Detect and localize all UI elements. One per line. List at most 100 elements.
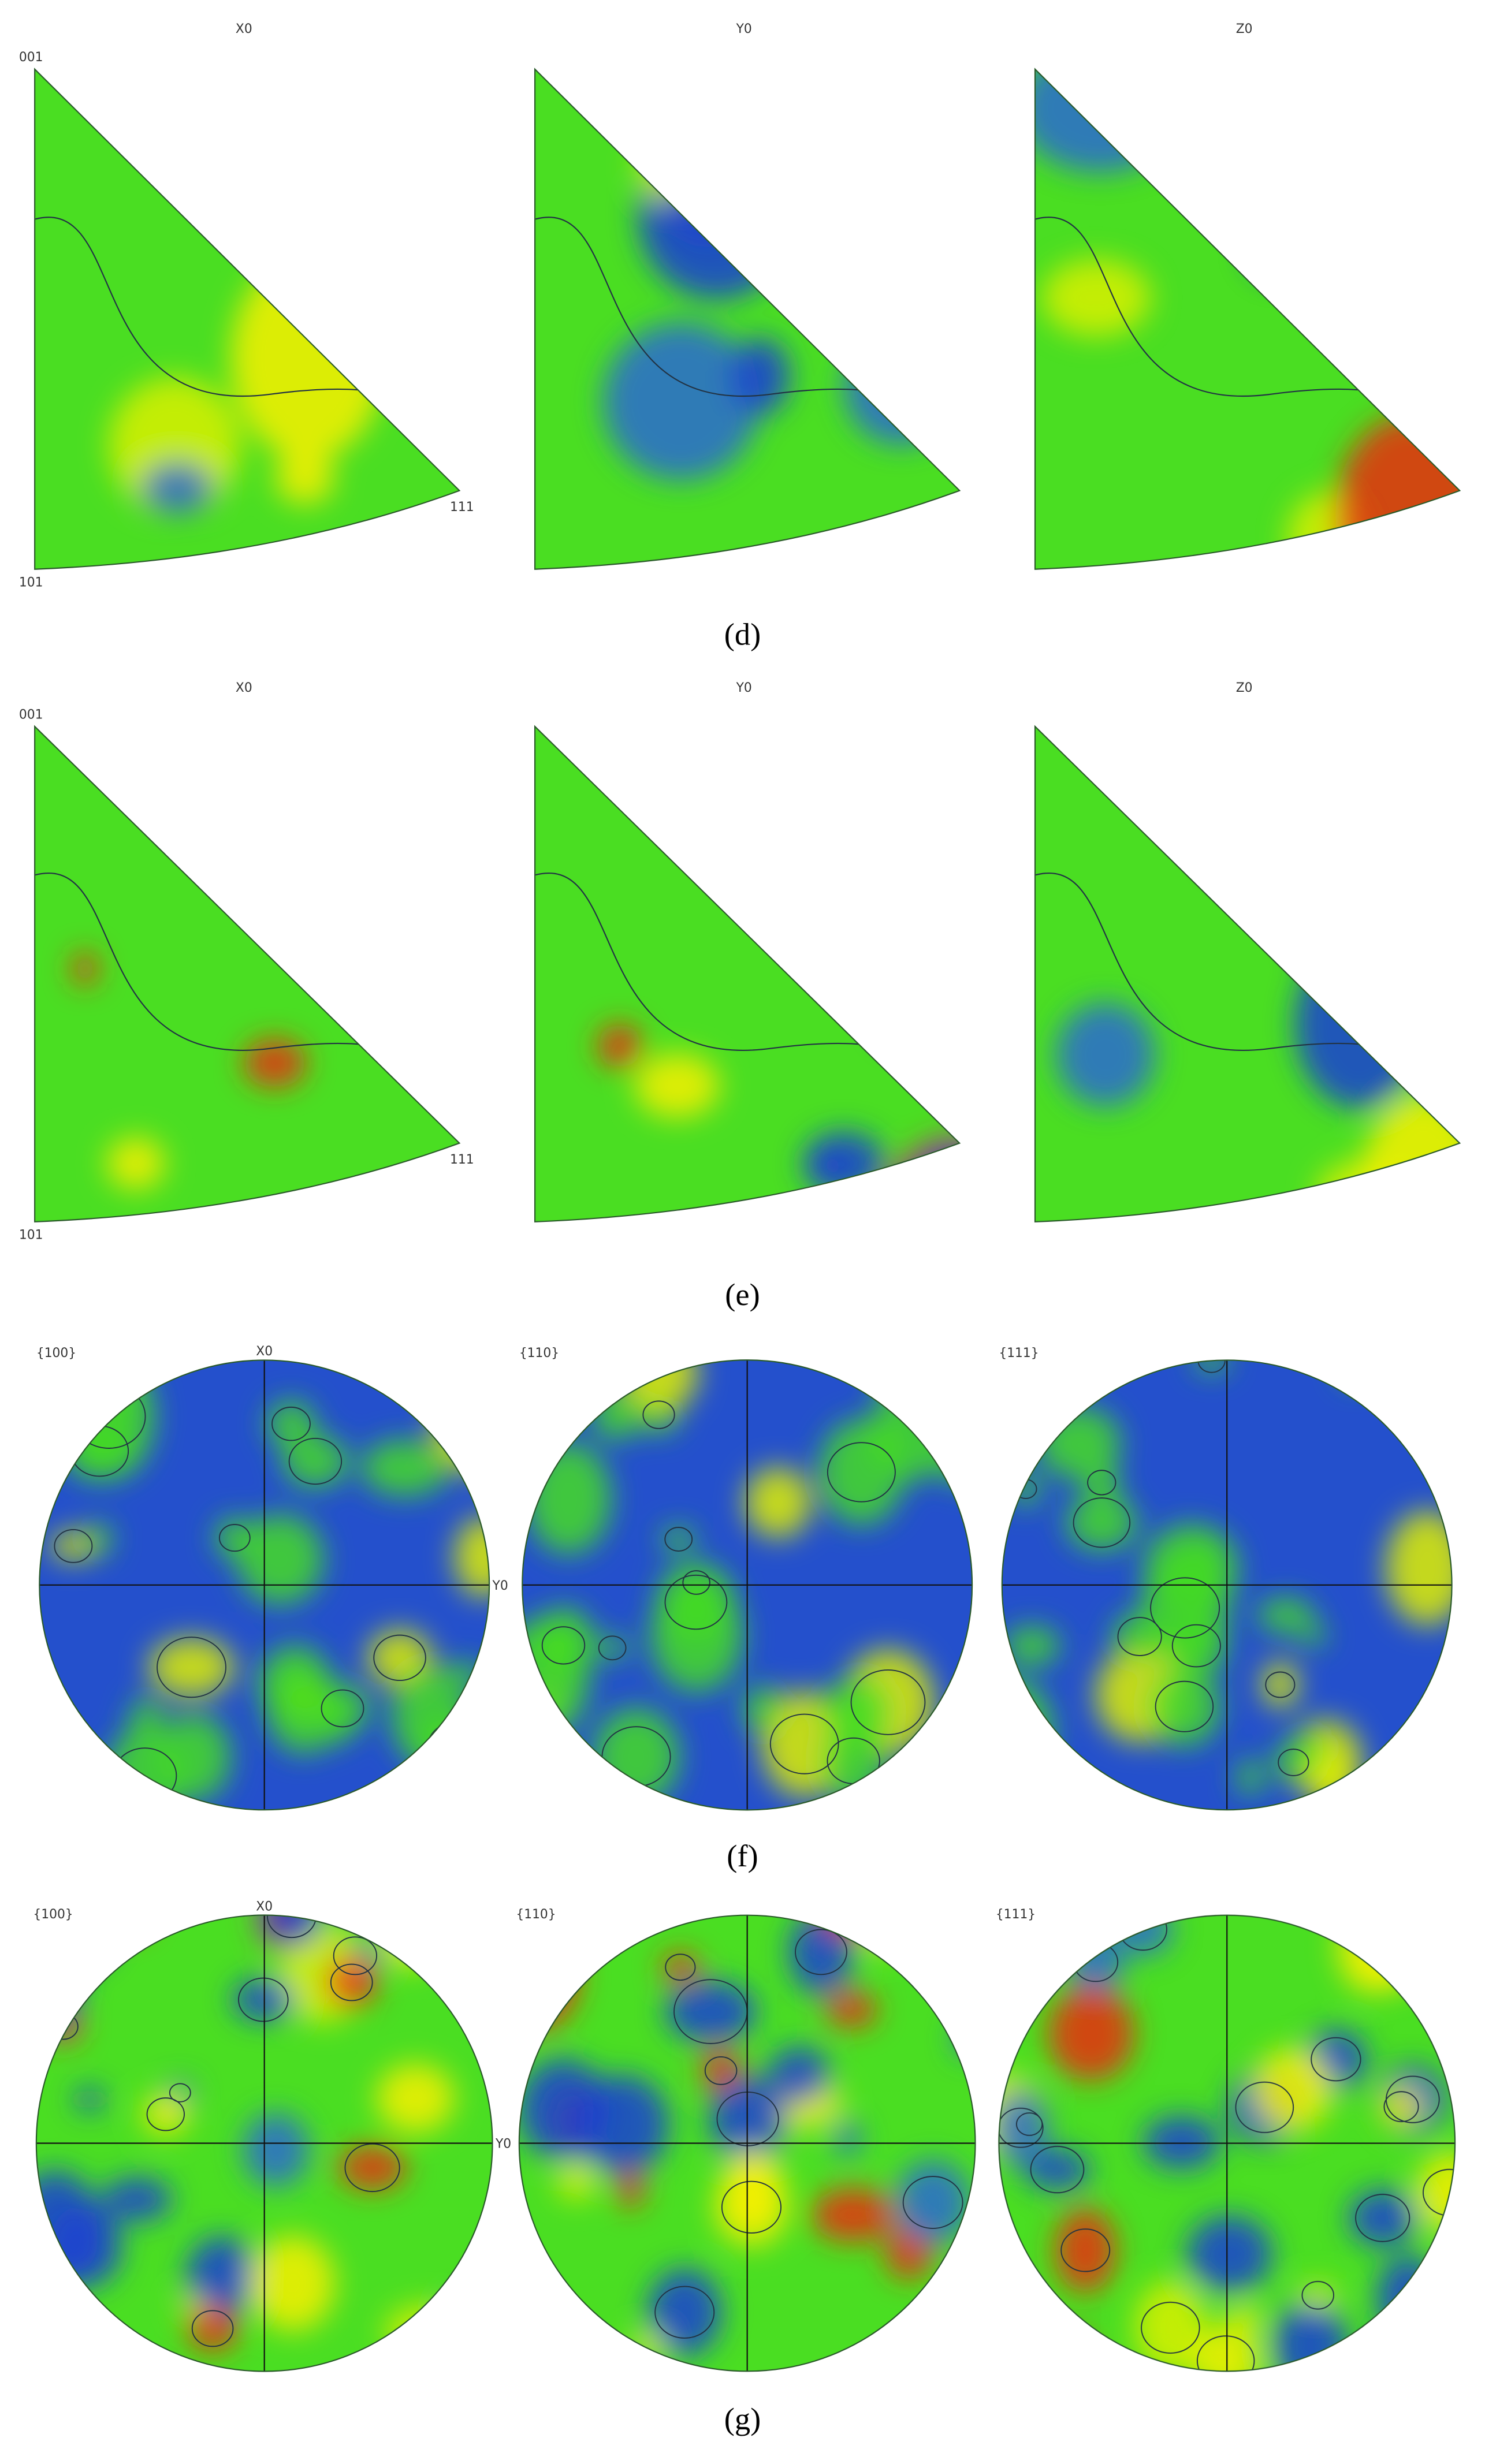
map-blob <box>647 2268 722 2357</box>
map-blob <box>1037 1407 1121 1479</box>
plot: {111} <box>996 1907 1456 2372</box>
plot-outline <box>34 725 461 1222</box>
map-blob <box>275 450 335 505</box>
plot-map <box>35 69 460 569</box>
plot: X0 001 101 111 <box>19 22 474 590</box>
map-blob <box>1024 2149 1091 2190</box>
map-blob <box>999 2089 1049 2167</box>
map-blob <box>1316 1160 1409 1222</box>
map-blob <box>844 328 959 445</box>
plot-outline <box>998 1914 1456 2372</box>
contour-line <box>642 1400 675 1429</box>
plot-outline <box>34 68 461 570</box>
map-blob <box>416 1713 490 1789</box>
map-blob <box>232 1978 295 2021</box>
contour-line <box>665 1954 696 1981</box>
contour-line <box>452 2296 493 2342</box>
map-blob <box>142 2093 189 2136</box>
contour-line <box>1265 1671 1296 1698</box>
axis-label: Y0 <box>495 2137 511 2152</box>
panel-label: (g) <box>724 2401 761 2436</box>
map-blob <box>597 1024 642 1068</box>
map-blob <box>1337 78 1460 172</box>
contour-line <box>169 2083 191 2103</box>
map-blob <box>36 1944 81 2027</box>
map-blob <box>382 1915 439 1969</box>
map-blob <box>869 1386 953 1481</box>
map-blob <box>1002 1678 1053 1785</box>
contour-line <box>157 1637 226 1698</box>
map-blob <box>788 1915 854 1995</box>
map-blob <box>731 337 790 415</box>
map-blob <box>187 2305 239 2352</box>
plot-outline <box>522 1359 973 1811</box>
map-blob <box>1201 774 1329 880</box>
plot-outline <box>1001 1359 1453 1811</box>
map-blob <box>267 1400 315 1448</box>
contour-line <box>850 1669 926 1735</box>
map-blob <box>661 1952 699 1982</box>
plot-title: Z0 <box>1236 22 1253 36</box>
map-blob <box>270 69 392 156</box>
corner-label: 101 <box>19 576 43 590</box>
map-blob <box>1034 69 1183 173</box>
axis-label: X0 <box>256 1344 273 1359</box>
map-blobs <box>36 1915 493 2361</box>
map-blob <box>1386 1511 1452 1626</box>
map-blob <box>1335 415 1460 569</box>
map-blob <box>446 2295 493 2343</box>
plot: Y0 <box>534 22 961 570</box>
map-blob <box>1273 2301 1348 2372</box>
map-blob <box>826 1991 877 2028</box>
contour-line <box>1278 1749 1309 1776</box>
corner-label: 111 <box>450 500 474 515</box>
map-blob <box>1041 259 1151 337</box>
contour-line <box>1311 2037 1361 2082</box>
map-background <box>535 69 960 569</box>
map-blob <box>622 1360 698 1412</box>
map-blob <box>72 952 98 986</box>
plot-map <box>1034 69 1460 569</box>
map-blob <box>1248 211 1320 278</box>
contour-line <box>146 2097 185 2131</box>
contour-line <box>1171 1624 1221 1668</box>
contour-line <box>1383 2091 1419 2122</box>
contour-line <box>956 2027 976 2049</box>
map-blob <box>1041 2333 1096 2372</box>
contour-line <box>1030 2146 1085 2194</box>
contour-line <box>827 1915 877 1937</box>
map-blob <box>85 1523 113 1555</box>
contour-line <box>1235 2081 1294 2133</box>
plot: {100} X0 Y0 <box>33 1899 511 2372</box>
contour-line <box>1060 2228 1111 2272</box>
contour-line <box>271 1406 311 1441</box>
plot-map <box>36 1915 493 2372</box>
map-blob <box>1190 2326 1261 2372</box>
axis-label: Y0 <box>492 1579 508 1593</box>
contour-line <box>857 1915 920 1943</box>
contour-line <box>54 1529 93 1563</box>
map-blob <box>148 1637 235 1697</box>
contour-line <box>704 2056 738 2085</box>
contour-line <box>1155 1680 1214 1732</box>
contour-line <box>541 1626 586 1665</box>
map-blob <box>1237 1760 1263 1795</box>
map-blob <box>1148 1667 1220 1747</box>
map-blob <box>638 134 796 300</box>
map-blob <box>934 1419 973 1486</box>
contour-line <box>769 1713 839 1775</box>
map-blob <box>1122 69 1182 95</box>
contour-line <box>1150 1577 1220 1639</box>
plot-outline <box>534 68 961 570</box>
map-blob <box>282 1435 348 1488</box>
contour-line <box>1046 2340 1091 2372</box>
map-blob <box>454 1516 490 1598</box>
plot-title: {100} <box>33 1907 73 1922</box>
contour-line <box>112 1915 146 1934</box>
plot: {111} <box>999 1346 1453 1811</box>
map-blob <box>876 69 940 132</box>
map-blob <box>215 1517 254 1559</box>
map-background <box>535 726 960 1222</box>
map-blob <box>237 1514 323 1605</box>
